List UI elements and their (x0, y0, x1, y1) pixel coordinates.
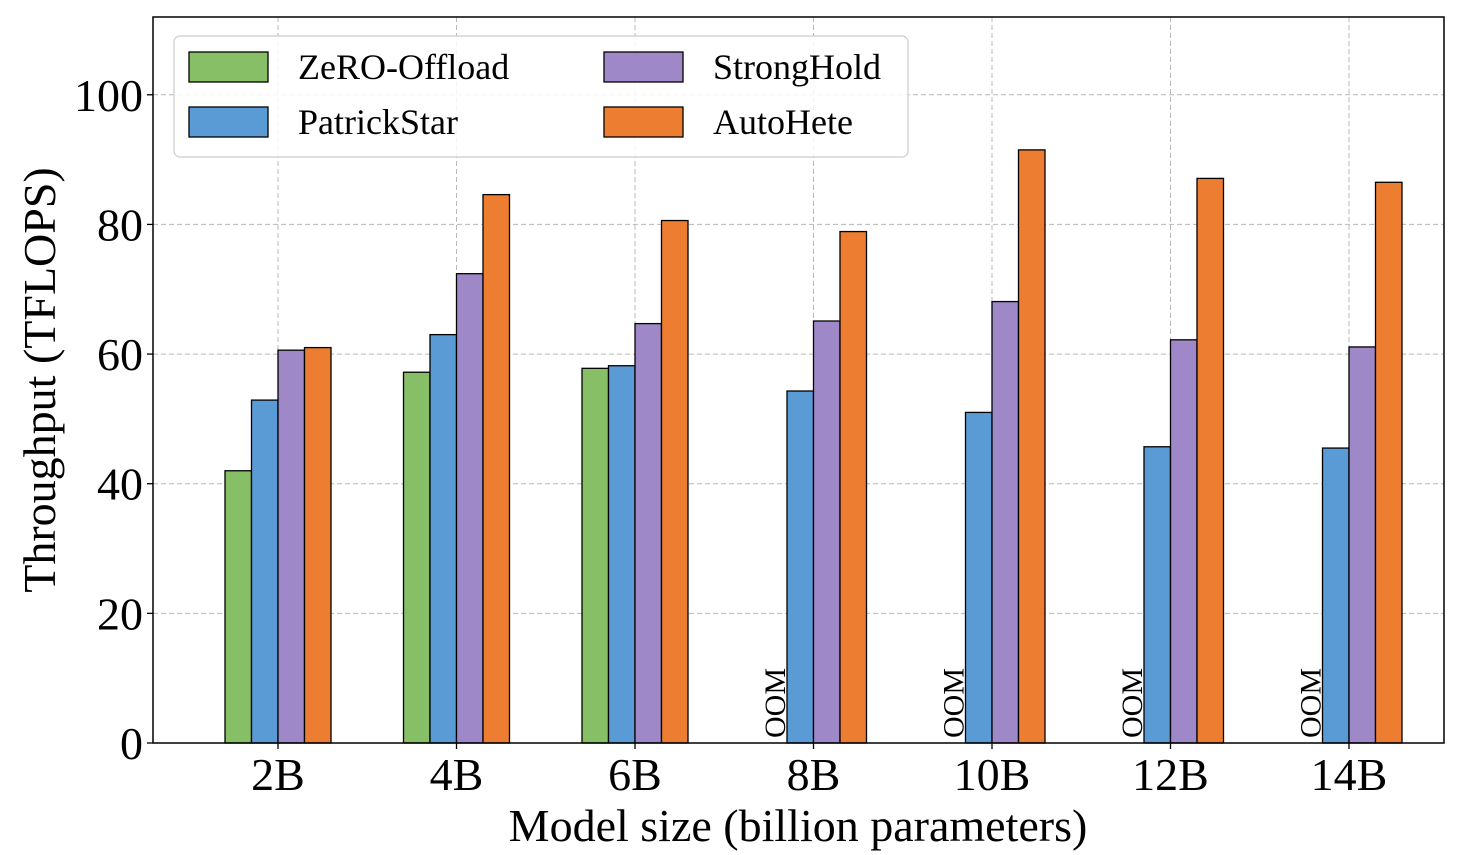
y-tick-label: 40 (97, 459, 143, 510)
oom-label: OOM (759, 668, 792, 738)
y-tick-label: 100 (74, 70, 143, 121)
x-tick-label: 2B (251, 749, 305, 800)
bar-stronghold-10b (991, 300, 1020, 744)
legend-label: ZeRO-Offload (298, 47, 509, 87)
x-axis-title: Model size (billion parameters) (509, 800, 1088, 851)
y-tick-label: 0 (120, 718, 143, 769)
legend-label: PatrickStar (298, 102, 458, 142)
y-axis-ticks: 0 20 40 60 80 100 (74, 70, 153, 769)
x-tick-label: 10B (954, 749, 1031, 800)
plot-frame (152, 16, 1445, 744)
bar-patrickstar-12b (1143, 446, 1172, 744)
legend-swatch (603, 51, 684, 83)
bar-zero-offload-6b (581, 367, 610, 744)
bar-stronghold-6b (634, 322, 663, 744)
bar-autohete-2b (303, 346, 332, 744)
bar-stronghold-2b (277, 349, 306, 744)
bar-zero-offload-4b (402, 371, 431, 744)
bar-zero-offload-2b (224, 470, 253, 744)
oom-label: OOM (1294, 668, 1327, 738)
y-tick-label: 20 (97, 588, 143, 639)
legend-swatch (188, 51, 269, 83)
bar-autohete-14b (1374, 181, 1403, 744)
bar-layer (224, 149, 1403, 744)
legend-frame (173, 35, 909, 158)
bar-autohete-12b (1196, 177, 1225, 744)
legend-swatch (188, 106, 269, 138)
bar-stronghold-14b (1348, 346, 1377, 744)
legend-swatch (603, 106, 684, 138)
bar-patrickstar-14b (1321, 447, 1350, 744)
x-tick-label: 4B (430, 749, 484, 800)
y-tick-label: 80 (97, 199, 143, 250)
bar-stronghold-12b (1169, 339, 1198, 744)
legend-label: AutoHete (713, 102, 853, 142)
bar-autohete-4b (482, 193, 511, 744)
bar-patrickstar-4b (429, 333, 458, 744)
x-tick-label: 8B (787, 749, 841, 800)
bar-stronghold-4b (455, 273, 484, 744)
legend-label: StrongHold (713, 47, 881, 87)
bar-stronghold-8b (812, 320, 841, 744)
bar-autohete-10b (1017, 149, 1046, 744)
bar-autohete-6b (660, 219, 689, 744)
annotation-layer: OOM OOM OOM OOM (759, 668, 1328, 738)
x-tick-label: 14B (1311, 749, 1388, 800)
y-tick-label: 60 (97, 329, 143, 380)
oom-label: OOM (937, 668, 970, 738)
y-axis-title: Throughput (TFLOPS) (14, 167, 65, 593)
x-axis-ticks: 2B 4B 6B 8B 10B 12B 14B (251, 743, 1387, 800)
oom-label: OOM (1116, 668, 1149, 738)
x-tick-label: 12B (1132, 749, 1209, 800)
bar-autohete-8b (839, 230, 868, 744)
x-tick-label: 6B (608, 749, 662, 800)
legend: ZeRO-Offload PatrickStar StrongHold AutoHet… (173, 35, 909, 158)
bar-patrickstar-2b (250, 399, 279, 744)
bar-patrickstar-8b (786, 390, 815, 744)
bar-patrickstar-6b (607, 365, 636, 744)
